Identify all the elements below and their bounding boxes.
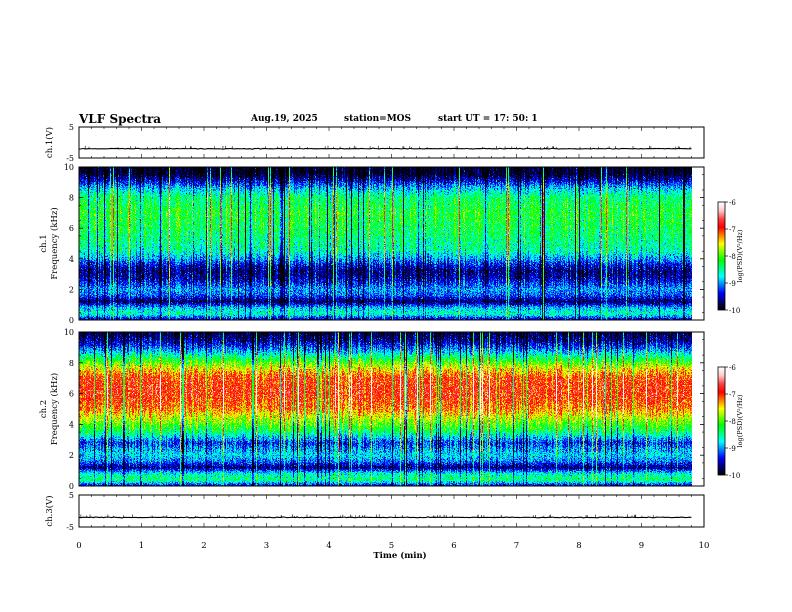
colorbar-frame [717, 201, 726, 311]
ch3-voltage-y-tick-label: 5 [69, 491, 74, 500]
x-tick-label: 8 [576, 541, 581, 551]
start-time-label: start UT = 17: 50: 1 [438, 114, 538, 124]
ch1-voltage-y-label: ch.1(V) [44, 127, 55, 158]
x-tick-label: 0 [76, 541, 81, 551]
x-tick-label: 9 [639, 541, 644, 551]
colorbar-label: log(PSD)(V²/Hz) [736, 394, 744, 447]
ch2-spectrogram-frame [78, 331, 705, 487]
ch3-voltage-y-tick-label: -5 [66, 523, 74, 532]
x-tick-label: 1 [139, 541, 144, 551]
ch3-voltage-trace [78, 516, 692, 519]
ch2-spectrogram-y-tick-label: 6 [69, 390, 74, 399]
ch1-spectrogram-y-tick-label: 4 [69, 255, 74, 264]
date-label: Aug.19, 2025 [251, 114, 318, 124]
ch1-voltage-y-tick-label: 5 [69, 123, 74, 132]
ch1-voltage-y-tick-label: -5 [66, 154, 74, 163]
colorbar-tick-label: -7 [729, 391, 736, 399]
ch2-spectrogram-image [79, 332, 704, 486]
x-tick-label: 2 [201, 541, 206, 551]
ch1-spectrogram-image [79, 167, 704, 320]
colorbar-tick-label: -10 [729, 307, 740, 315]
figure-title: VLF Spectra [79, 112, 162, 126]
colorbar-label: log(PSD)(V²/Hz) [736, 229, 744, 282]
ch1-voltage-frame [78, 126, 705, 159]
x-tick-label: 7 [514, 541, 519, 551]
x-tick-label: 10 [699, 541, 710, 551]
ch1-spectrogram-y-tick-label: 10 [64, 163, 74, 172]
ch1-spectrogram-y-tick-label: 8 [69, 194, 74, 203]
ch2-spectrogram-y-label: Frequency (kHz) [49, 373, 60, 445]
ch2-spectrogram-y-tick-label: 0 [69, 482, 74, 491]
colorbar-tick-label: -6 [729, 364, 736, 372]
ch3-voltage-y-label: ch.3(V) [44, 495, 55, 526]
x-axis-label: Time (min) [373, 550, 426, 561]
colorbar-tick-label: -9 [729, 280, 736, 288]
x-tick-label: 3 [264, 541, 269, 551]
ch1-spectrogram-y-tick-label: 6 [69, 224, 74, 233]
colorbar-tick-label: -8 [729, 418, 736, 426]
ch3-voltage-frame [78, 494, 705, 528]
colorbar-tick-label: -6 [729, 199, 736, 207]
x-tick-label: 4 [326, 541, 331, 551]
ch1-voltage-trace [78, 147, 692, 150]
colorbar-tick-label: -9 [729, 445, 736, 453]
ch2-colorbar-image [718, 367, 725, 475]
ch1-spectrogram-y-tick-label: 0 [69, 316, 74, 325]
ch2-spectrogram-y-label: ch.2 [39, 400, 49, 418]
ch2-spectrogram-y-tick-label: 10 [64, 328, 74, 337]
x-tick-label: 6 [451, 541, 456, 551]
ch1-colorbar-image [718, 202, 725, 310]
ch1-spectrogram-y-tick-label: 2 [69, 285, 74, 294]
ch1-spectrogram-y-label: Frequency (kHz) [49, 207, 60, 279]
ch2-spectrogram-y-tick-label: 8 [69, 359, 74, 368]
x-tick-label: 5 [389, 541, 394, 551]
colorbar-tick-label: -7 [729, 226, 736, 234]
ch2-spectrogram-y-tick-label: 2 [69, 451, 74, 460]
colorbar-tick-label: -10 [729, 472, 740, 480]
ch1-spectrogram-frame [78, 166, 705, 321]
colorbar-tick-label: -8 [729, 253, 736, 261]
ch2-spectrogram-y-tick-label: 4 [69, 420, 74, 429]
ch1-spectrogram-y-label: ch.1 [39, 234, 49, 252]
station-label: station=MOS [344, 114, 412, 124]
colorbar-frame [717, 366, 726, 476]
